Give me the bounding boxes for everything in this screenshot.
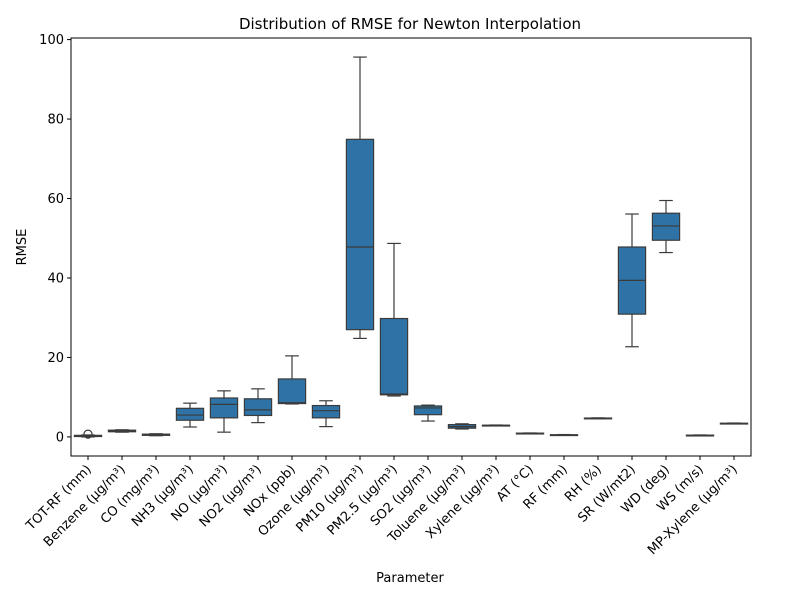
outlier-point	[83, 429, 93, 439]
y-axis-label: RMSE	[15, 229, 30, 266]
box-iqr	[311, 404, 341, 419]
chart-title: Distribution of RMSE for Newton Interpol…	[239, 15, 581, 33]
box-iqr	[209, 397, 239, 419]
box-iqr	[243, 398, 273, 417]
plot-frame	[70, 37, 752, 457]
box-iqr	[345, 138, 375, 331]
y-tick-label: 0	[56, 430, 64, 445]
y-tick-label: 40	[47, 271, 64, 286]
box-iqr	[651, 212, 681, 241]
y-tick-label: 20	[47, 351, 64, 366]
box-iqr	[413, 405, 443, 416]
x-axis-label: Parameter	[376, 571, 444, 586]
y-tick-label: 100	[39, 33, 64, 48]
box-iqr	[379, 317, 409, 396]
box-iqr	[175, 407, 205, 421]
y-tick-label: 60	[47, 192, 64, 207]
box-iqr	[277, 378, 307, 405]
y-tick-label: 80	[47, 113, 64, 128]
